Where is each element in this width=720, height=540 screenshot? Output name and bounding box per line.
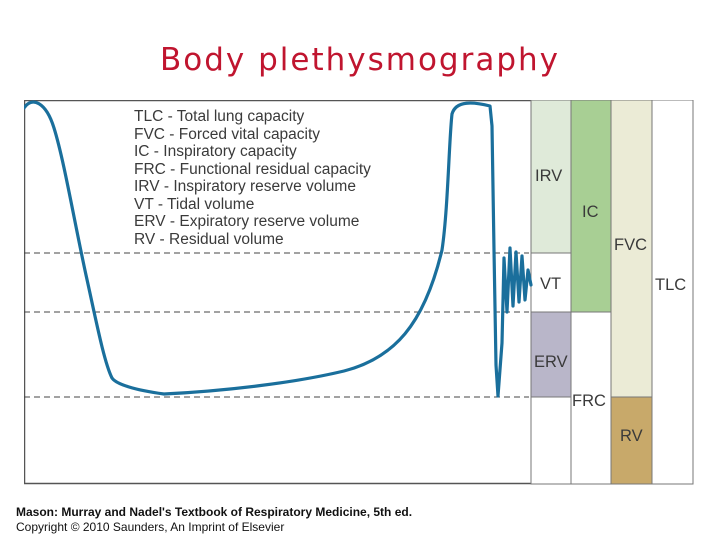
legend-item-tlc: TLC - Total lung capacity xyxy=(134,108,305,125)
rv-bar xyxy=(610,396,653,485)
irv-bar xyxy=(530,100,572,254)
tlc-bar xyxy=(651,100,694,485)
rv-label: RV xyxy=(620,427,643,445)
blank-bar-1 xyxy=(530,396,572,485)
erv-label: ERV xyxy=(534,353,568,371)
fvc-label: FVC xyxy=(614,236,647,254)
copyright-notice: Copyright © 2010 Saunders, An Imprint of… xyxy=(16,520,285,534)
ic-label: IC xyxy=(582,203,599,221)
legend-item-frc: FRC - Functional residual capacity xyxy=(134,160,371,178)
frc-label: FRC xyxy=(572,392,606,410)
page-title: Body plethysmography xyxy=(159,42,561,78)
volume-trace xyxy=(24,100,533,398)
legend-item-erv: ERV - Expiratory reserve volume xyxy=(134,213,360,230)
vt-label: VT xyxy=(540,275,562,293)
diagram-svg xyxy=(24,100,694,485)
legend-item-rv: RV - Residual volume xyxy=(134,230,284,248)
erv-bar xyxy=(530,311,572,398)
source-citation: Mason: Murray and Nadel's Textbook of Re… xyxy=(16,505,413,519)
lung-volume-diagram xyxy=(24,100,694,485)
legend-item-ic: IC - Inspiratory capacity xyxy=(134,143,297,160)
legend-item-fvc: FVC - Forced vital capacity xyxy=(134,125,321,143)
abbreviation-legend: TLC - Total lung capacity FVC - Forced v… xyxy=(134,108,371,248)
legend-item-irv: IRV - Inspiratory reserve volume xyxy=(134,178,356,195)
irv-label: IRV xyxy=(535,167,563,185)
legend-item-vt: VT - Tidal volume xyxy=(134,195,255,213)
tlc-label: TLC xyxy=(655,276,687,294)
